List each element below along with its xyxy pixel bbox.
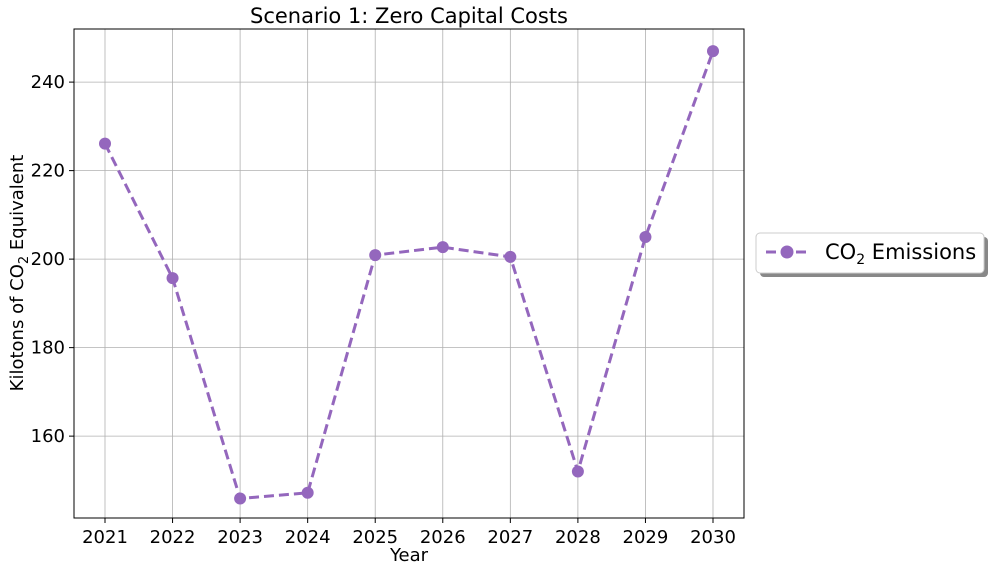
legend: CO2 Emissions [755, 232, 988, 277]
y-axis-label-main: Kilotons of CO [7, 264, 28, 391]
y-axis-label-tail: Equivalent [7, 155, 28, 256]
y-tick-label: 240 [31, 72, 65, 93]
data-point [99, 137, 111, 150]
x-tick-label: 2028 [555, 527, 601, 548]
data-point [707, 45, 719, 58]
x-axis-ticks: 2021 2022 2023 2024 2025 2026 2027 2028 2029 2030 [82, 518, 736, 548]
y-tick-label: 180 [31, 338, 65, 359]
legend-marker-swatch [780, 245, 794, 259]
grid-lines [74, 29, 744, 518]
x-tick-label: 2030 [690, 527, 736, 548]
data-point [166, 272, 179, 285]
data-point [571, 465, 584, 478]
data-point [369, 249, 382, 262]
data-point [504, 250, 517, 263]
y-tick-label: 200 [31, 249, 65, 270]
data-point [301, 486, 314, 499]
chart-title: Scenario 1: Zero Capital Costs [250, 4, 568, 28]
legend-label-main: CO [825, 240, 856, 264]
x-tick-label: 2025 [352, 527, 398, 548]
x-tick-label: 2027 [487, 527, 533, 548]
x-tick-label: 2026 [420, 527, 466, 548]
y-axis-ticks: 160 180 200 220 240 [31, 72, 74, 447]
data-point [639, 230, 652, 243]
y-tick-label: 160 [31, 426, 65, 447]
y-axis-label: Kilotons of CO2 Equivalent [7, 155, 32, 392]
legend-label: CO2 Emissions [825, 240, 976, 268]
series-layer [99, 45, 719, 505]
legend-box [755, 232, 985, 274]
x-tick-label: 2024 [285, 527, 331, 548]
x-tick-label: 2029 [623, 527, 669, 548]
x-axis-label: Year [389, 545, 429, 566]
x-tick-label: 2021 [82, 527, 128, 548]
y-tick-label: 220 [31, 161, 65, 182]
legend-label-subscript: 2 [856, 252, 865, 268]
y-axis-label-subscript: 2 [17, 256, 32, 264]
x-tick-label: 2022 [150, 527, 196, 548]
x-tick-label: 2023 [217, 527, 263, 548]
plot-frame [73, 28, 745, 519]
data-point [436, 241, 449, 254]
series-line [103, 50, 715, 501]
legend-label-tail: Emissions [865, 240, 976, 264]
data-point [234, 492, 247, 505]
